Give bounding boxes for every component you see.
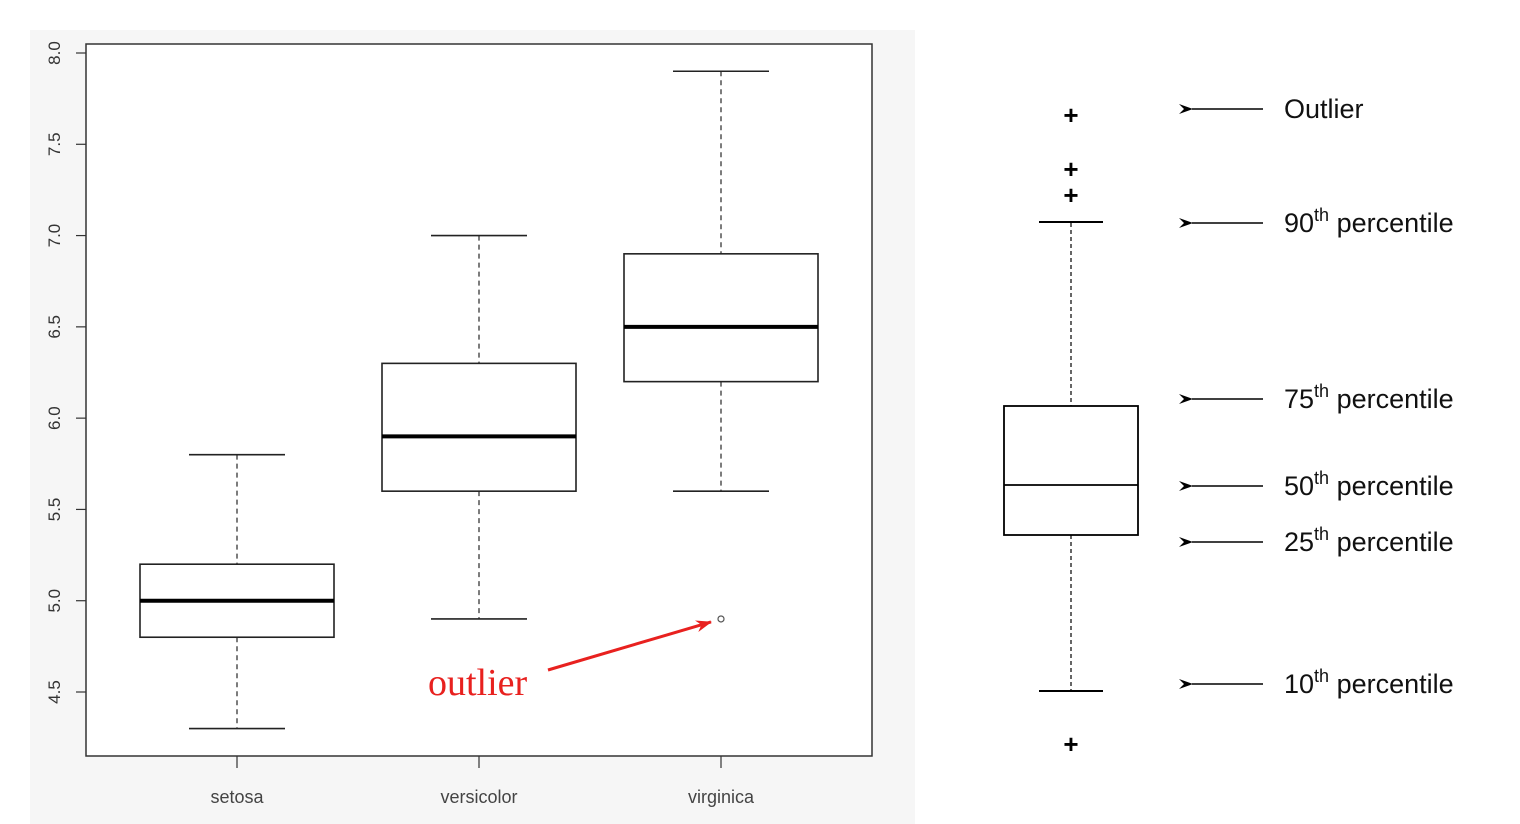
legend-label-suffix: percentile (1329, 208, 1454, 238)
y-tick-label: 8.0 (45, 41, 64, 65)
legend-label: 10th percentile (1284, 666, 1454, 699)
y-tick-label: 5.5 (45, 498, 64, 522)
legend-label-superscript: th (1314, 524, 1329, 544)
legend-label-superscript: th (1314, 205, 1329, 225)
outlier-plus-marker: + (1063, 729, 1078, 759)
legend-label-base: 75 (1284, 384, 1314, 414)
y-tick-label: 5.0 (45, 589, 64, 613)
box-virginica (623, 70, 819, 623)
legend-label-superscript: th (1314, 666, 1329, 686)
y-tick-label: 6.0 (45, 406, 64, 430)
legend-label-base: 90 (1284, 208, 1314, 238)
legend-label-suffix: percentile (1329, 384, 1454, 414)
x-tick-label: virginica (688, 787, 755, 807)
legend-label-base: 25 (1284, 527, 1314, 557)
y-tick-label: 7.0 (45, 224, 64, 248)
legend-label: 25th percentile (1284, 524, 1454, 557)
outlier-plus-marker: + (1063, 100, 1078, 130)
iqr-box (1003, 405, 1139, 536)
legend-label: 75th percentile (1284, 381, 1454, 414)
iqr-box (623, 253, 819, 383)
schematic-box (1003, 221, 1139, 692)
iqr-box (381, 362, 577, 492)
outlier-plus-marker: + (1063, 154, 1078, 184)
y-axis: 4.5 5.0 5.5 6.0 6.5 7.0 7.5 8.0 (45, 41, 86, 704)
legend-label-suffix: percentile (1329, 669, 1454, 699)
legend-label-base: 10 (1284, 669, 1314, 699)
y-tick-label: 4.5 (45, 680, 64, 704)
box-series (139, 70, 819, 730)
legend-label-suffix: percentile (1329, 471, 1454, 501)
box-versicolor (381, 234, 577, 620)
outlier-annotation-label: outlier (428, 662, 528, 704)
x-tick-label: versicolor (440, 787, 517, 807)
legend-label-superscript: th (1314, 468, 1329, 488)
y-tick-label: 6.5 (45, 315, 64, 339)
outlier-annotation-arrow (547, 620, 712, 672)
legend-label: Outlier (1284, 94, 1364, 124)
legend-label-superscript: th (1314, 381, 1329, 401)
box-setosa (139, 453, 335, 730)
legend-label: 50th percentile (1284, 468, 1454, 501)
x-axis: setosa versicolor virginica (210, 756, 755, 807)
legend-label: 90th percentile (1284, 205, 1454, 238)
legend-label-base: Outlier (1284, 94, 1364, 124)
iris-boxplot: 4.5 5.0 5.5 6.0 6.5 7.0 7.5 8.0 setosa versicolo… (30, 30, 915, 824)
legend-label-base: 50 (1284, 471, 1314, 501)
outlier-plus-marker: + (1063, 180, 1078, 210)
x-tick-label: setosa (210, 787, 264, 807)
y-tick-label: 7.5 (45, 132, 64, 156)
legend-label-suffix: percentile (1329, 527, 1454, 557)
outlier-point (717, 615, 725, 623)
outlier-markers: ++++ (1063, 100, 1078, 759)
